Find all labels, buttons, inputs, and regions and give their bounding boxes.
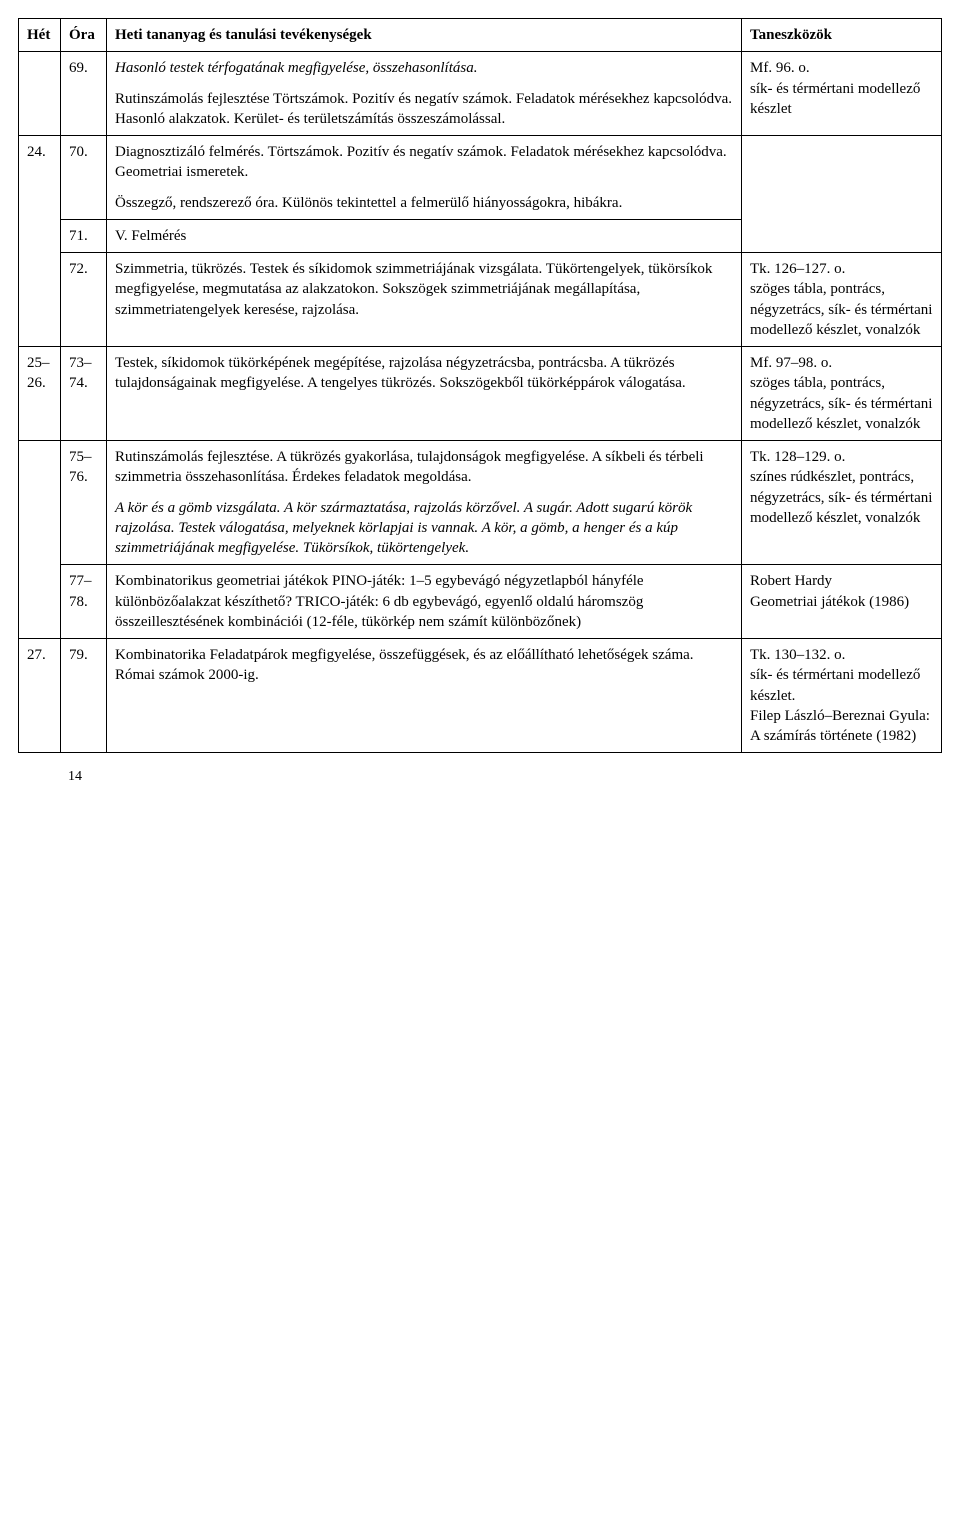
table-row: 69. Hasonló testek térfogatának megfigyel… xyxy=(19,52,942,136)
table-row: 24.70.Diagnosztizáló felmérés. Törtszámo… xyxy=(19,136,942,220)
ora-cell: 70. xyxy=(61,136,107,220)
ora-cell: 71. xyxy=(61,219,107,252)
curriculum-table: Hét Óra Heti tananyag és tanulási tevéke… xyxy=(18,18,942,753)
content-paragraph: V. Felmérés xyxy=(115,226,733,246)
ora-cell: 77–78. xyxy=(61,565,107,639)
header-het: Hét xyxy=(19,19,61,52)
ora-cell: 73–74. xyxy=(61,347,107,441)
table-header-row: Hét Óra Heti tananyag és tanulási tevéke… xyxy=(19,19,942,52)
table-row: 75–76.Rutinszámolás fejlesztése. A tükrö… xyxy=(19,441,942,565)
content-cell: Diagnosztizáló felmérés. Törtszámok. Poz… xyxy=(107,136,742,220)
tools-cell: Tk. 128–129. o. színes rúdkészlet, pontr… xyxy=(742,441,942,565)
table-body: 69. Hasonló testek térfogatának megfigyel… xyxy=(19,52,942,753)
content-paragraph: Kombinatorika Feladatpárok megfigyelése,… xyxy=(115,645,733,686)
content-paragraph: Összegző, rendszerező óra. Különös tekin… xyxy=(115,193,733,213)
content-paragraph: Kombinatorikus geometriai játékok PINO-j… xyxy=(115,571,733,632)
content-cell: Szimmetria, tükrözés. Testek és síkidomo… xyxy=(107,253,742,347)
content-cell: Testek, síkidomok tükörképének megépítés… xyxy=(107,347,742,441)
het-cell: 25–26. xyxy=(19,347,61,441)
content-paragraph: Szimmetria, tükrözés. Testek és síkidomo… xyxy=(115,259,733,320)
tools-cell: Mf. 97–98. o. szöges tábla, pontrács, né… xyxy=(742,347,942,441)
content-paragraph: Hasonló testek térfogatának megfigyelése… xyxy=(115,58,733,78)
het-cell: 27. xyxy=(19,639,61,753)
header-tools: Taneszközök xyxy=(742,19,942,52)
table-row: 27.79.Kombinatorika Feladatpárok megfigy… xyxy=(19,639,942,753)
table-row: 72.Szimmetria, tükrözés. Testek és síkid… xyxy=(19,253,942,347)
ora-cell: 69. xyxy=(61,52,107,136)
header-content: Heti tananyag és tanulási tevékenységek xyxy=(107,19,742,52)
content-paragraph: Rutinszámolás fejlesztése. A tükrözés gy… xyxy=(115,447,733,488)
tools-cell: Tk. 126–127. o. szöges tábla, pontrács, … xyxy=(742,253,942,347)
page-number: 14 xyxy=(18,769,942,785)
content-cell: Hasonló testek térfogatának megfigyelése… xyxy=(107,52,742,136)
content-cell: Kombinatorikus geometriai játékok PINO-j… xyxy=(107,565,742,639)
content-cell: V. Felmérés xyxy=(107,219,742,252)
tools-cell xyxy=(742,136,942,253)
ora-cell: 72. xyxy=(61,253,107,347)
table-row: 25–26.73–74.Testek, síkidomok tükörképén… xyxy=(19,347,942,441)
tools-cell: Tk. 130–132. o. sík- és térmértani model… xyxy=(742,639,942,753)
het-cell: 24. xyxy=(19,136,61,347)
ora-cell: 79. xyxy=(61,639,107,753)
tools-cell: Robert Hardy Geometriai játékok (1986) xyxy=(742,565,942,639)
header-ora: Óra xyxy=(61,19,107,52)
content-paragraph: Testek, síkidomok tükörképének megépítés… xyxy=(115,353,733,394)
content-cell: Rutinszámolás fejlesztése. A tükrözés gy… xyxy=(107,441,742,565)
table-row: 77–78.Kombinatorikus geometriai játékok … xyxy=(19,565,942,639)
content-paragraph: Rutinszámolás fejlesztése Törtszámok. Po… xyxy=(115,89,733,130)
content-paragraph: A kör és a gömb vizsgálata. A kör szárma… xyxy=(115,498,733,559)
content-paragraph: Diagnosztizáló felmérés. Törtszámok. Poz… xyxy=(115,142,733,183)
het-cell xyxy=(19,441,61,639)
content-cell: Kombinatorika Feladatpárok megfigyelése,… xyxy=(107,639,742,753)
het-cell xyxy=(19,52,61,136)
ora-cell: 75–76. xyxy=(61,441,107,565)
tools-cell: Mf. 96. o. sík- és térmértani modellező … xyxy=(742,52,942,136)
